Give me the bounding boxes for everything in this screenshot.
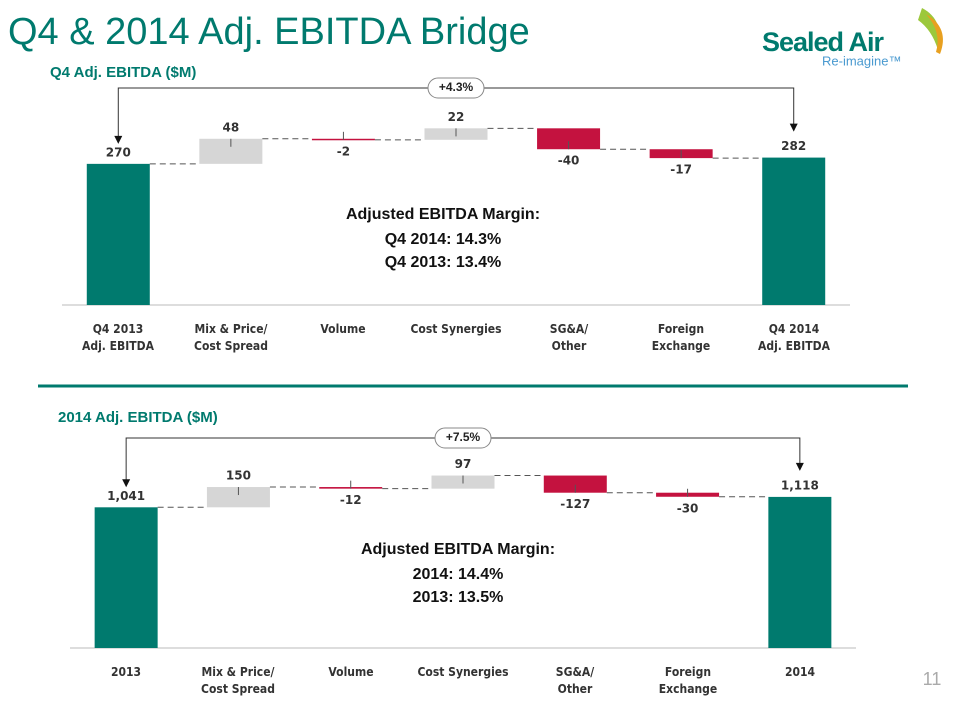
x-tick-label: Cost Synergies xyxy=(417,665,509,679)
arrowhead xyxy=(789,123,798,132)
logo: Sealed Air xyxy=(762,27,885,57)
page-number: 11 xyxy=(923,669,942,689)
x-tick-label: Q4 2013 Adj. EBITDA xyxy=(82,322,155,353)
x-tick-label: 2013 xyxy=(111,665,142,679)
value-label: -127 xyxy=(560,497,590,511)
annotation: +7.5% xyxy=(446,430,481,444)
value-label: -17 xyxy=(670,163,692,177)
value-label: -12 xyxy=(340,493,362,507)
margin-text: Adjusted EBITDA Margin: xyxy=(346,206,540,223)
value-label: 150 xyxy=(226,469,251,483)
value-label: -30 xyxy=(677,501,699,515)
x-tick-label: SG&A/ Other xyxy=(549,322,588,353)
x-tick-label: 2014 xyxy=(784,665,815,679)
value-label: -40 xyxy=(558,154,580,168)
margin-text: Adjusted EBITDA Margin: xyxy=(361,541,555,558)
chart-title: 2014 Adj. EBITDA ($M) xyxy=(58,409,218,426)
x-tick-label: Volume xyxy=(320,322,367,336)
bar xyxy=(537,128,601,150)
value-label: 270 xyxy=(106,145,131,159)
logo-tagline: Re-imagine™ xyxy=(822,53,901,68)
margin-text: 2014: 14.4% xyxy=(413,566,504,583)
bar xyxy=(762,157,826,305)
x-tick-label: SG&A/ Other xyxy=(556,665,595,696)
bar xyxy=(206,487,270,508)
bar xyxy=(543,475,607,493)
x-tick-label: Mix & Price/ Cost Spread xyxy=(193,322,268,353)
value-label: 48 xyxy=(223,120,240,134)
x-tick-label: Volume xyxy=(328,665,374,679)
x-tick-label: Cost Synergies xyxy=(410,322,502,336)
logo-sail xyxy=(926,14,943,54)
value-label: -2 xyxy=(337,144,350,158)
value-label: 1,041 xyxy=(107,489,145,503)
x-tick-label: Mix & Price/ Cost Spread xyxy=(201,665,276,696)
x-tick-label: Foreign Exchange xyxy=(658,665,717,696)
margin-text: Q4 2014: 14.3% xyxy=(385,231,502,248)
value-label: 22 xyxy=(448,110,465,124)
annotation-pill xyxy=(434,427,492,449)
margin-text: 2013: 13.5% xyxy=(413,589,504,606)
value-label: 97 xyxy=(455,457,472,471)
margin-text: Q4 2013: 13.4% xyxy=(385,254,502,271)
annotation-pill xyxy=(427,77,485,99)
value-label: 282 xyxy=(781,139,806,153)
chart-title: Q4 Adj. EBITDA ($M) xyxy=(50,64,196,81)
annotation: +4.3% xyxy=(439,80,474,94)
x-tick-label: Foreign Exchange xyxy=(651,322,711,353)
value-label: 1,118 xyxy=(781,478,819,492)
arrowhead xyxy=(114,135,123,144)
arrowhead xyxy=(122,479,131,488)
arrowhead xyxy=(795,462,804,471)
bar xyxy=(86,163,150,305)
bar xyxy=(94,507,158,648)
bar xyxy=(768,496,832,648)
x-tick-label: Q4 2014 Adj. EBITDA xyxy=(757,322,830,353)
slide-title: Q4 & 2014 Adj. EBITDA Bridge xyxy=(8,11,530,53)
logo-sail xyxy=(918,8,940,50)
